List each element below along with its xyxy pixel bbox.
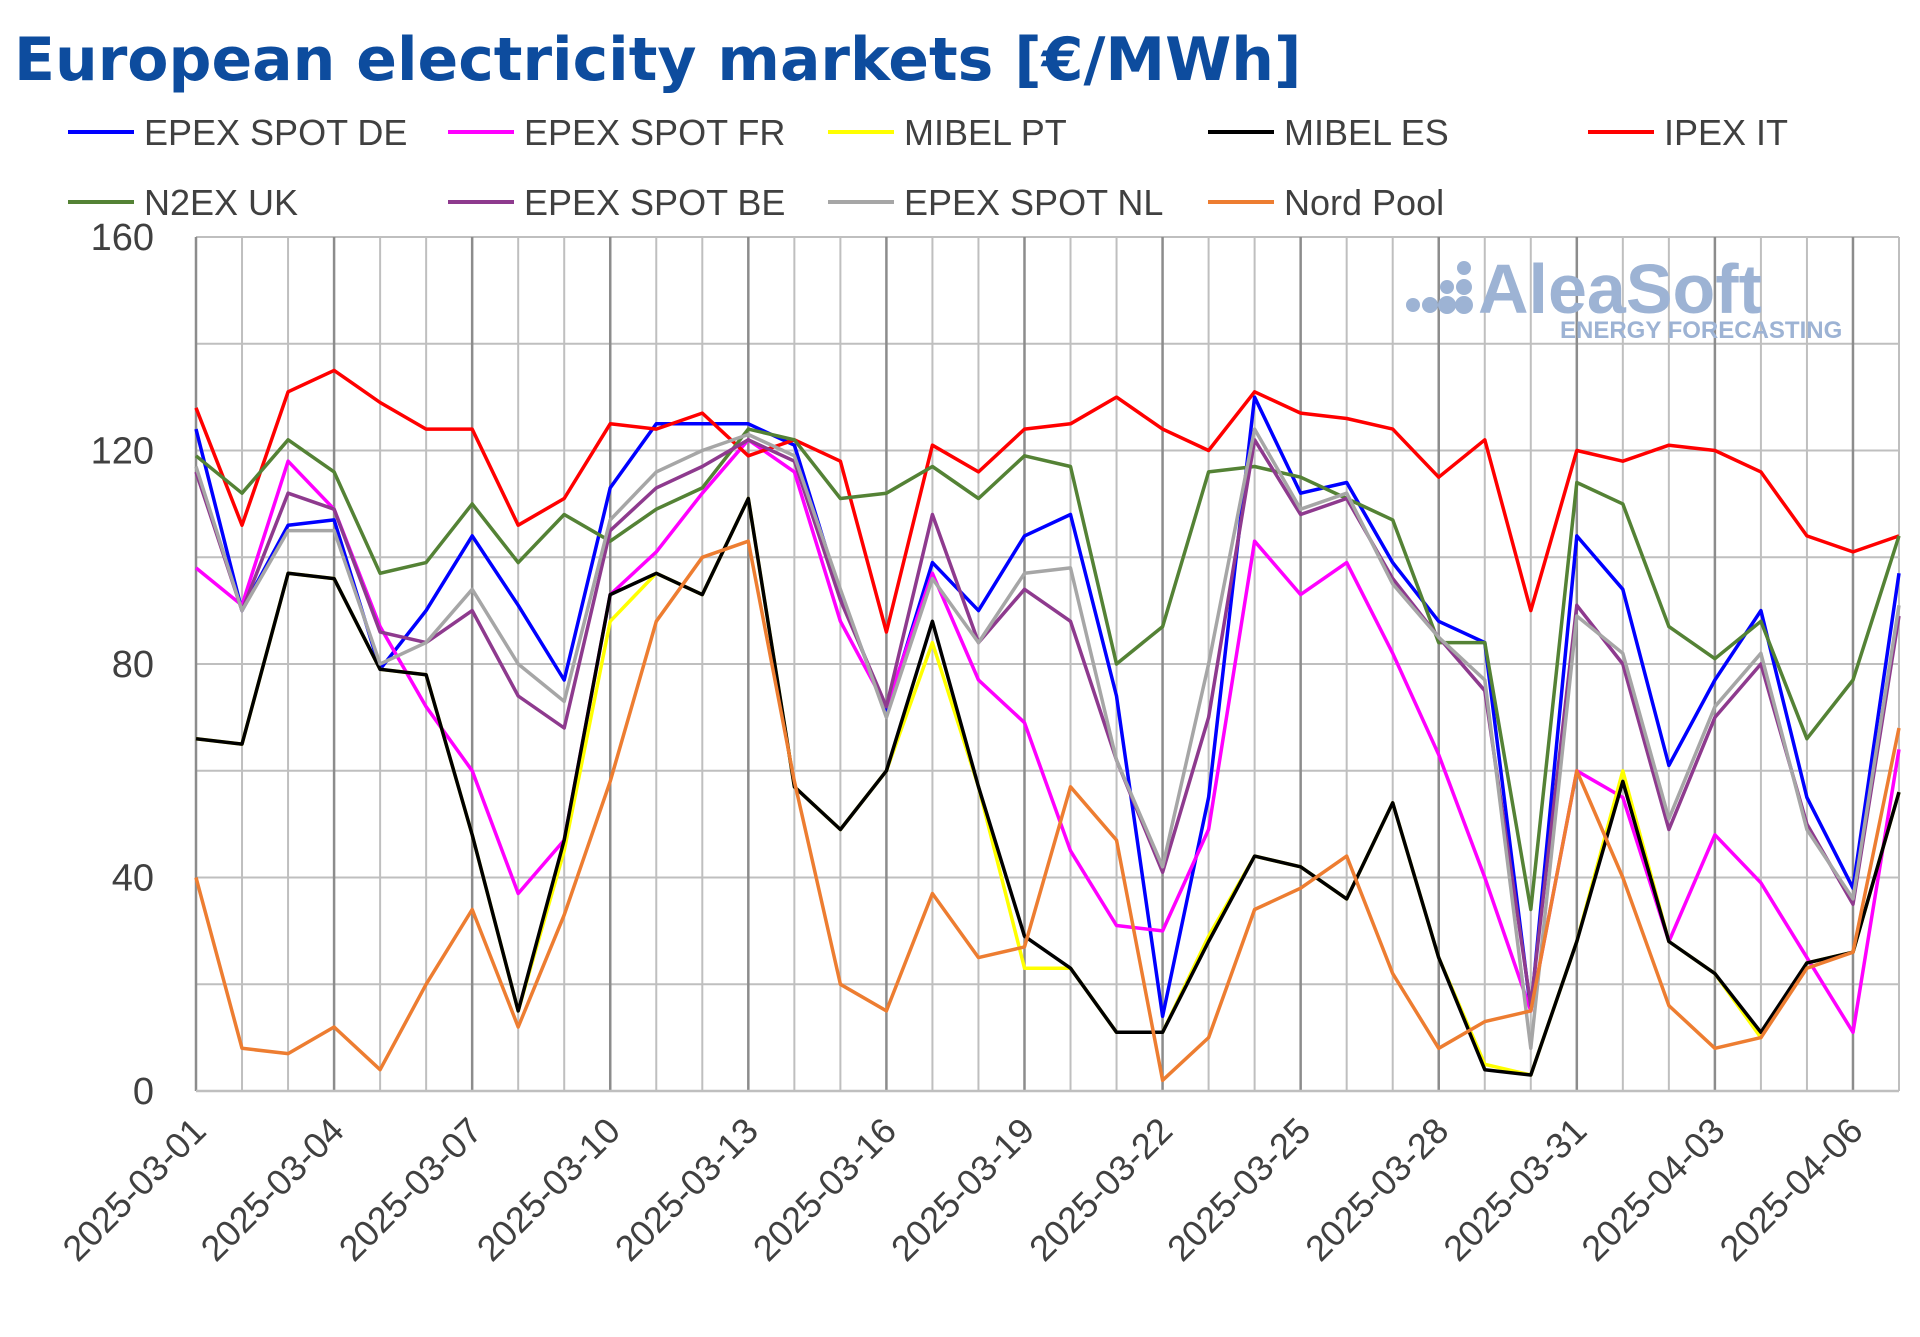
legend-label: EPEX SPOT DE bbox=[144, 112, 407, 153]
series-line-mibel-es bbox=[195, 496, 1901, 1077]
legend-label: EPEX SPOT BE bbox=[524, 182, 785, 223]
x-tick-label: 2025-03-10 bbox=[469, 1110, 628, 1269]
legend-label: MIBEL ES bbox=[1284, 112, 1449, 153]
series-line-epex-spot-de bbox=[194, 395, 1901, 1019]
series-line-epex-spot-nl bbox=[194, 427, 1901, 1051]
series-lines bbox=[194, 368, 1901, 1083]
x-tick-label: 2025-04-06 bbox=[1711, 1110, 1870, 1269]
x-tick-label: 2025-03-07 bbox=[331, 1110, 490, 1269]
grid bbox=[194, 236, 1900, 1092]
legend-label: EPEX SPOT NL bbox=[904, 182, 1163, 223]
y-tick-label: 160 bbox=[91, 217, 154, 259]
chart-title: European electricity markets [€/MWh] bbox=[14, 25, 1301, 95]
watermark-brand: AleaSoft bbox=[1478, 250, 1762, 328]
y-tick-label: 80 bbox=[112, 644, 154, 686]
legend-label: EPEX SPOT FR bbox=[524, 112, 785, 153]
x-tick-label: 2025-03-16 bbox=[745, 1110, 904, 1269]
y-tick-label: 0 bbox=[133, 1071, 154, 1113]
legend-label: Nord Pool bbox=[1284, 182, 1444, 223]
legend-label: IPEX IT bbox=[1664, 112, 1788, 153]
legend-label: N2EX UK bbox=[144, 182, 298, 223]
aleasoft-logo-icon bbox=[1406, 261, 1473, 314]
x-tick-label: 2025-03-28 bbox=[1297, 1110, 1456, 1269]
series-line-epex-spot-be bbox=[194, 438, 1901, 1008]
x-tick-label: 2025-03-13 bbox=[607, 1110, 766, 1269]
series-line-n2ex-uk bbox=[194, 427, 1901, 912]
legend-label: MIBEL PT bbox=[904, 112, 1067, 153]
x-tick-label: 2025-03-04 bbox=[193, 1110, 352, 1269]
x-tick-label: 2025-03-31 bbox=[1435, 1110, 1594, 1269]
x-tick-label: 2025-03-22 bbox=[1021, 1110, 1180, 1269]
series-line-nord-pool bbox=[194, 539, 1901, 1083]
aleasoft-watermark: AleaSoft ENERGY FORECASTING bbox=[1406, 250, 1842, 344]
y-tick-label: 120 bbox=[91, 431, 154, 473]
watermark-tagline: ENERGY FORECASTING bbox=[1560, 317, 1842, 344]
x-tick-label: 2025-04-03 bbox=[1573, 1110, 1732, 1269]
x-tick-label: 2025-03-01 bbox=[54, 1110, 213, 1269]
x-tick-label: 2025-03-19 bbox=[883, 1110, 1042, 1269]
series-line-ipex-it bbox=[194, 368, 1900, 634]
x-tick-label: 2025-03-25 bbox=[1159, 1110, 1318, 1269]
legend: EPEX SPOT DE EPEX SPOT FR MIBEL PT MIBEL ES… bbox=[68, 112, 1788, 223]
y-tick-label: 40 bbox=[112, 858, 154, 900]
